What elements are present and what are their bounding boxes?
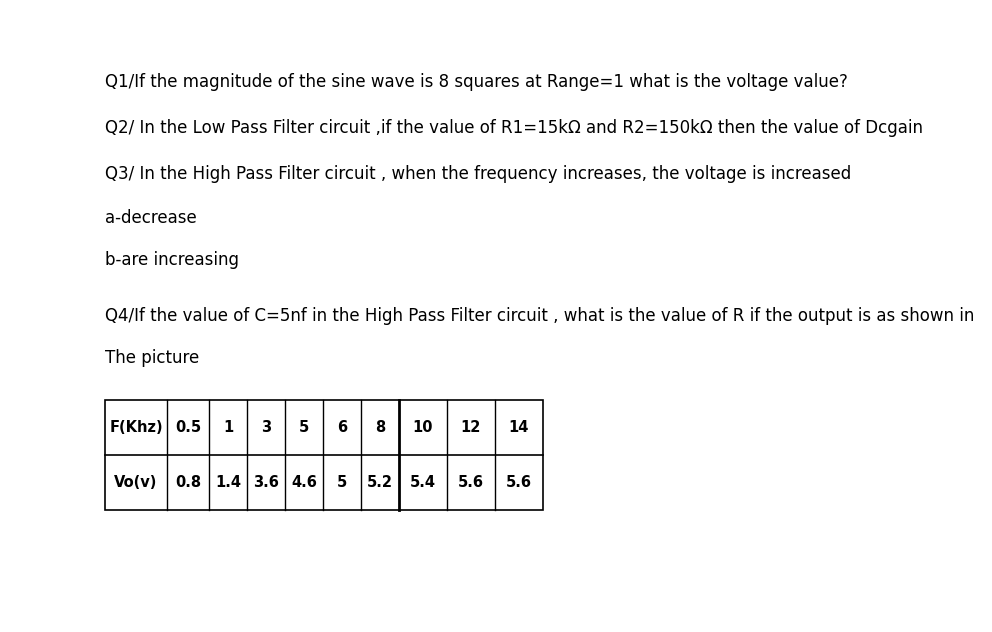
Text: 0.5: 0.5 xyxy=(175,420,201,435)
Text: 5.6: 5.6 xyxy=(506,475,532,490)
Text: 6: 6 xyxy=(337,420,347,435)
Text: Q1/If the magnitude of the sine wave is 8 squares at Range=1 what is the voltage: Q1/If the magnitude of the sine wave is … xyxy=(105,73,848,91)
Text: 3: 3 xyxy=(261,420,271,435)
Text: The picture: The picture xyxy=(105,349,199,367)
Text: 5.2: 5.2 xyxy=(367,475,393,490)
Text: Q4/If the value of C=5nf in the High Pass Filter circuit , what is the value of : Q4/If the value of C=5nf in the High Pas… xyxy=(105,307,974,325)
Text: 5: 5 xyxy=(299,420,310,435)
Text: Vo(v): Vo(v) xyxy=(114,475,158,490)
Text: 4.6: 4.6 xyxy=(291,475,316,490)
Bar xyxy=(105,400,543,510)
Text: 0.8: 0.8 xyxy=(175,475,201,490)
Text: 1: 1 xyxy=(223,420,233,435)
Text: 5.6: 5.6 xyxy=(458,475,484,490)
Text: 1.4: 1.4 xyxy=(215,475,241,490)
Text: 10: 10 xyxy=(413,420,434,435)
Text: 5.4: 5.4 xyxy=(410,475,436,490)
Text: b-are increasing: b-are increasing xyxy=(105,251,239,269)
Text: 12: 12 xyxy=(461,420,481,435)
Text: 3.6: 3.6 xyxy=(253,475,279,490)
Text: a-decrease: a-decrease xyxy=(105,209,196,227)
Text: Q2/ In the Low Pass Filter circuit ,if the value of R1=15kΩ and R2=150kΩ then th: Q2/ In the Low Pass Filter circuit ,if t… xyxy=(105,119,923,137)
Text: Q3/ In the High Pass Filter circuit , when the frequency increases, the voltage : Q3/ In the High Pass Filter circuit , wh… xyxy=(105,165,851,183)
Text: F(Khz): F(Khz) xyxy=(109,420,163,435)
Text: 8: 8 xyxy=(375,420,385,435)
Text: 5: 5 xyxy=(337,475,347,490)
Text: 14: 14 xyxy=(509,420,529,435)
